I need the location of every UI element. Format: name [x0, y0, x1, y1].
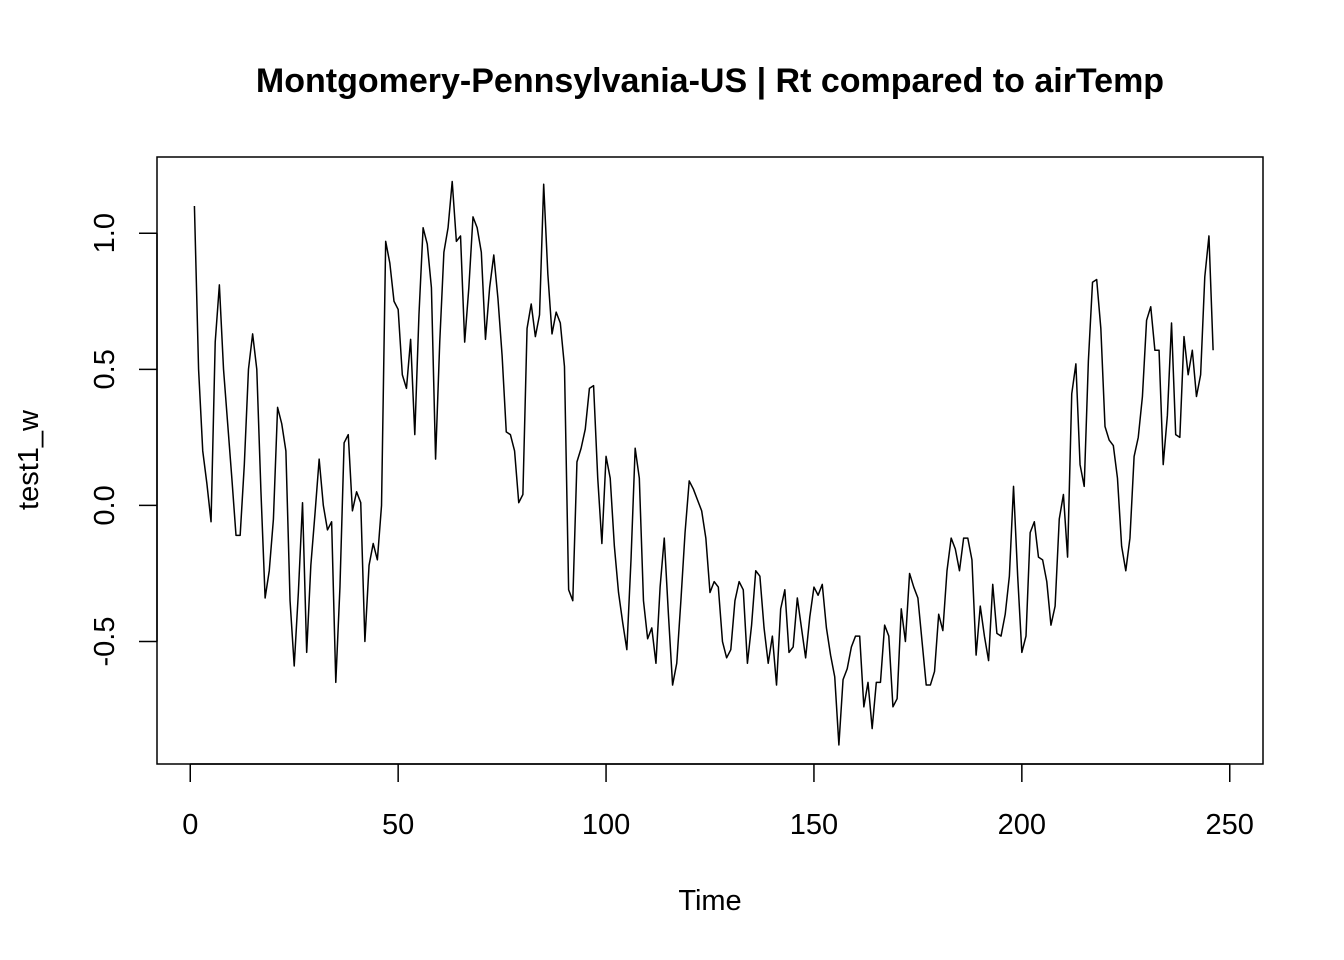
y-tick-label: 0.5 [89, 349, 121, 389]
plot-area-frame [156, 156, 1264, 765]
y-axis-label: test1_w [13, 409, 45, 510]
x-tick-label: 0 [182, 809, 198, 841]
y-tick-label: 1.0 [89, 213, 121, 253]
x-tick-label: 150 [790, 809, 838, 841]
x-tick-label: 100 [582, 809, 630, 841]
y-axis: -0.5 0.0 0.5 1.0 [89, 213, 158, 667]
y-tick-label: 0.0 [89, 485, 121, 525]
x-axis-label: Time [678, 885, 741, 917]
series-line [193, 180, 1214, 746]
x-axis: 0 50 100 150 200 250 [182, 763, 1254, 841]
x-tick-label: 200 [998, 809, 1046, 841]
y-tick-label: -0.5 [89, 617, 121, 667]
chart-title: Montgomery-Pennsylvania-US | Rt compared… [256, 62, 1164, 100]
x-tick-label: 250 [1206, 809, 1254, 841]
x-tick-label: 50 [382, 809, 414, 841]
